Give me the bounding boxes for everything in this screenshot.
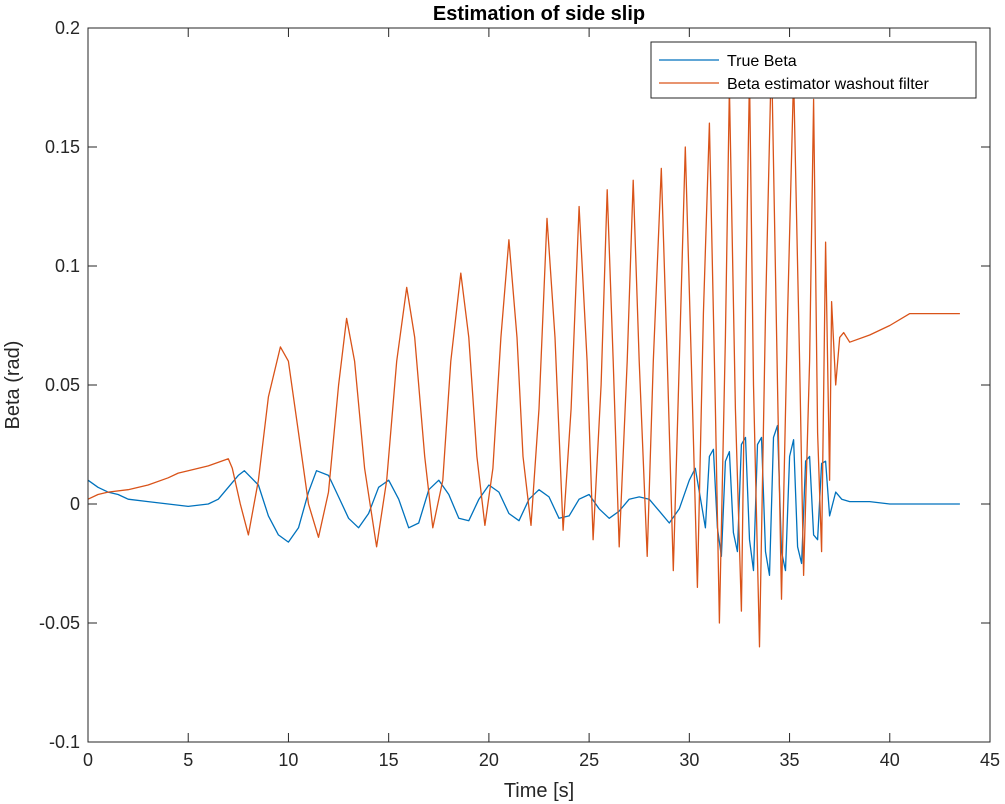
x-axis-ticks: 0 5 10 15 20 25 30 35 40 45: [83, 28, 1000, 770]
x-tick-label: 30: [679, 750, 699, 770]
legend-box: [650, 41, 977, 99]
x-tick-label: 0: [83, 750, 93, 770]
y-tick-label: 0.05: [45, 375, 80, 395]
x-axis-label: Time [s]: [504, 780, 574, 802]
y-tick-label: 0.2: [55, 18, 80, 38]
x-tick-label: 5: [183, 750, 193, 770]
y-axis-label: Beta (rad): [2, 341, 24, 430]
legend-label-true-beta: True Beta: [727, 53, 797, 70]
x-tick-label: 10: [278, 750, 298, 770]
x-tick-label: 35: [780, 750, 800, 770]
legend: True Beta Beta estimator washout filter: [650, 41, 977, 99]
series-line-0: [88, 424, 960, 577]
chart-title: Estimation of side slip: [433, 3, 645, 25]
x-tick-label: 15: [379, 750, 399, 770]
plot-area: [88, 28, 990, 742]
x-tick-label: 40: [880, 750, 900, 770]
y-tick-label: 0.15: [45, 137, 80, 157]
legend-label-beta-estimator: Beta estimator washout filter: [727, 76, 930, 93]
x-tick-label: 20: [479, 750, 499, 770]
y-tick-label: -0.05: [39, 613, 80, 633]
x-tick-label: 25: [579, 750, 599, 770]
y-axis-ticks: -0.1 -0.05 0 0.05 0.1 0.15 0.2: [39, 18, 990, 752]
y-tick-label: -0.1: [49, 732, 80, 752]
y-tick-label: 0: [70, 494, 80, 514]
x-tick-label: 45: [980, 750, 1000, 770]
y-tick-label: 0.1: [55, 256, 80, 276]
